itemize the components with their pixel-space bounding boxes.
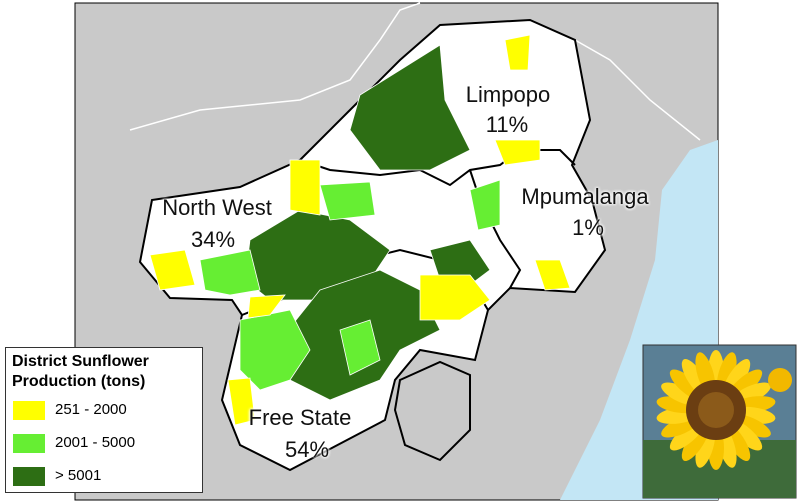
lesotho	[393, 360, 471, 462]
district	[494, 139, 541, 166]
border	[574, 39, 701, 141]
flower-core	[698, 392, 734, 428]
legend-item: 251 - 2000	[13, 400, 127, 420]
district	[247, 294, 286, 319]
district	[504, 34, 531, 71]
legend-label: > 5001	[55, 467, 102, 484]
border	[129, 2, 421, 131]
region-name: Mpumalanga	[521, 184, 649, 209]
legend-label: 2001 - 5000	[55, 434, 136, 451]
region-name: Limpopo	[465, 82, 551, 107]
district	[199, 249, 261, 296]
legend-swatch	[13, 400, 45, 420]
region-share: 54%	[284, 437, 330, 462]
legend-label: 251 - 2000	[55, 401, 127, 418]
legend-item: 2001 - 5000	[13, 433, 135, 453]
legend: District Sunflower Production (tons) 251…	[5, 347, 203, 493]
flower-bg	[768, 368, 792, 392]
district	[319, 181, 376, 221]
district	[469, 179, 501, 231]
district	[339, 319, 381, 376]
district	[227, 377, 256, 426]
region-share: 1%	[572, 215, 604, 240]
legend-item: > 5001	[13, 466, 101, 486]
region-name: Free State	[248, 405, 352, 430]
region-share: 34%	[190, 227, 236, 252]
district	[289, 159, 321, 216]
district	[239, 309, 311, 391]
district	[149, 249, 196, 291]
district	[349, 44, 471, 171]
legend-title: District Sunflower Production (tons)	[12, 353, 149, 390]
legend-swatch	[13, 466, 45, 486]
sunflower-photo	[642, 344, 797, 499]
district	[534, 259, 571, 291]
region-share: 11%	[485, 112, 529, 137]
region-name: North West	[162, 195, 272, 220]
district	[419, 274, 491, 321]
legend-swatch	[13, 433, 45, 453]
